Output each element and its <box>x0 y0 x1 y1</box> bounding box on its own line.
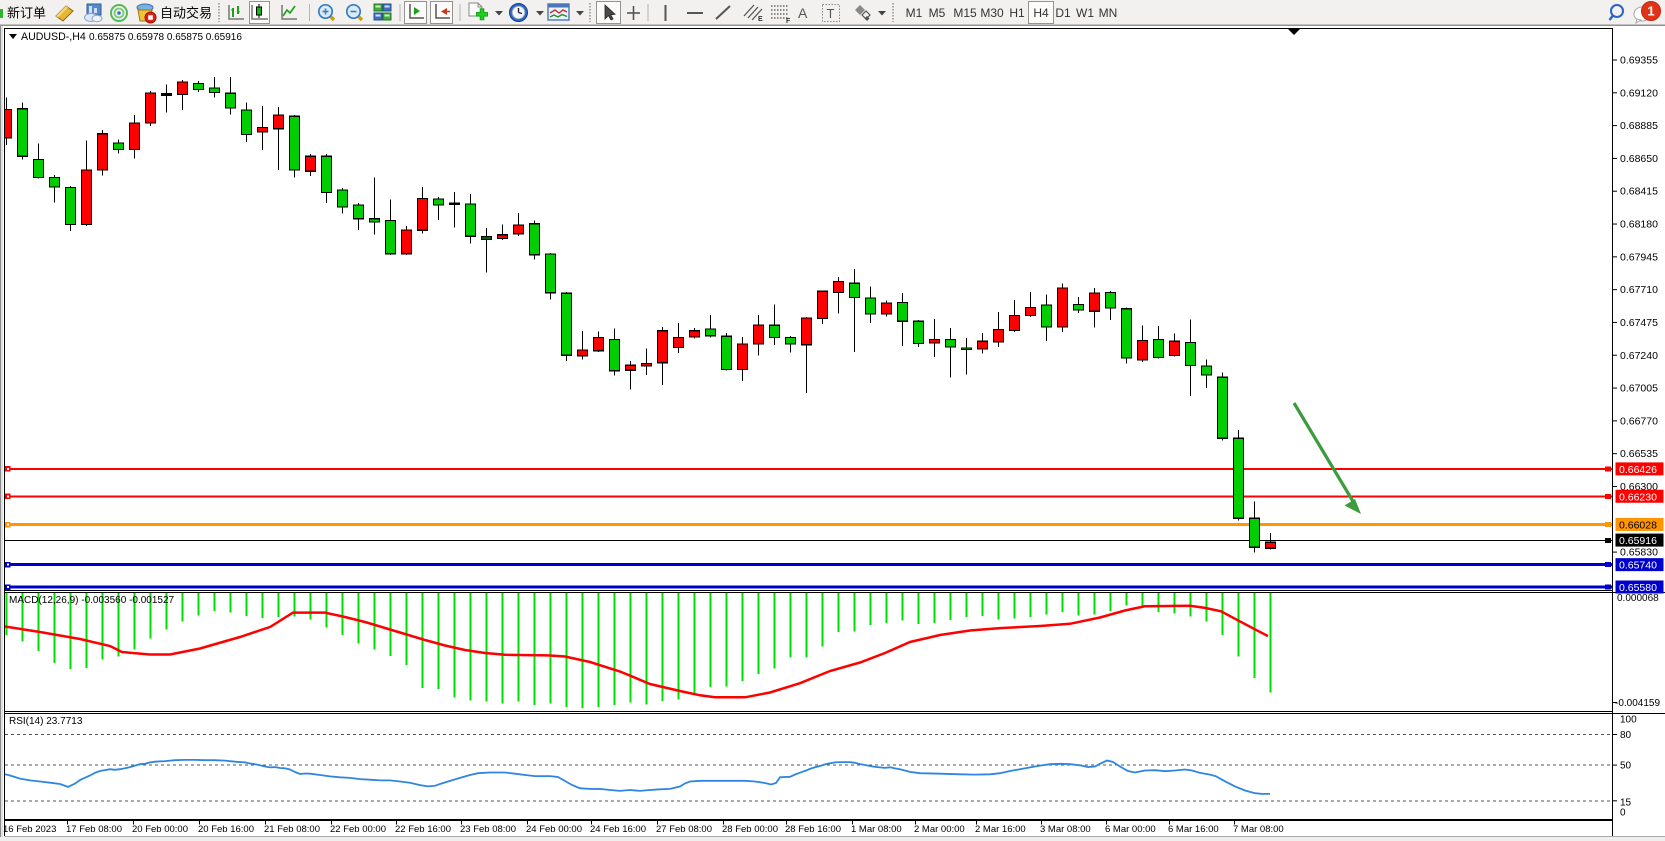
svg-text:20 Feb 16:00: 20 Feb 16:00 <box>198 824 254 835</box>
svg-text:21 Feb 08:00: 21 Feb 08:00 <box>264 824 320 835</box>
svg-text:0.67240: 0.67240 <box>1620 350 1658 362</box>
svg-text:2 Mar 16:00: 2 Mar 16:00 <box>975 824 1026 835</box>
svg-text:新订单: 新订单 <box>7 6 46 21</box>
svg-text:100: 100 <box>1620 715 1637 726</box>
svg-text:0.66426: 0.66426 <box>1619 464 1657 476</box>
svg-text:28 Feb 00:00: 28 Feb 00:00 <box>722 824 778 835</box>
svg-text:T: T <box>827 6 835 21</box>
svg-text:0.68180: 0.68180 <box>1620 219 1658 231</box>
svg-text:17 Feb 08:00: 17 Feb 08:00 <box>66 824 122 835</box>
svg-text:6 Mar 16:00: 6 Mar 16:00 <box>1168 824 1219 835</box>
svg-text:0.68885: 0.68885 <box>1620 120 1658 132</box>
svg-text:7 Mar 08:00: 7 Mar 08:00 <box>1233 824 1284 835</box>
svg-text:23 Feb 08:00: 23 Feb 08:00 <box>460 824 516 835</box>
svg-text:0.67005: 0.67005 <box>1620 383 1658 395</box>
svg-text:0.000068: 0.000068 <box>1617 593 1659 604</box>
svg-text:F: F <box>786 18 791 25</box>
svg-text:0.66028: 0.66028 <box>1619 519 1657 531</box>
svg-text:24 Feb 00:00: 24 Feb 00:00 <box>526 824 582 835</box>
svg-text:15: 15 <box>1620 798 1632 809</box>
svg-text:M1: M1 <box>906 6 923 20</box>
svg-text:0.67710: 0.67710 <box>1620 284 1658 296</box>
svg-text:0.69120: 0.69120 <box>1620 87 1658 99</box>
svg-text:H4: H4 <box>1033 6 1049 20</box>
svg-text:22 Feb 00:00: 22 Feb 00:00 <box>330 824 386 835</box>
svg-text:M30: M30 <box>980 6 1004 20</box>
svg-text:0.65740: 0.65740 <box>1619 560 1657 572</box>
svg-text:3 Mar 08:00: 3 Mar 08:00 <box>1040 824 1091 835</box>
svg-text:M15: M15 <box>953 6 977 20</box>
svg-text:27 Feb 08:00: 27 Feb 08:00 <box>656 824 712 835</box>
svg-text:W1: W1 <box>1076 6 1094 20</box>
svg-text:0.65875 0.65978 0.65875 0.6591: 0.65875 0.65978 0.65875 0.65916 <box>89 32 242 43</box>
svg-text:0.65916: 0.65916 <box>1619 535 1657 547</box>
svg-text:0.66770: 0.66770 <box>1620 415 1658 427</box>
svg-text:0.66230: 0.66230 <box>1619 491 1657 503</box>
svg-text:1: 1 <box>1647 4 1654 19</box>
svg-text:6 Mar 00:00: 6 Mar 00:00 <box>1105 824 1156 835</box>
svg-text:MACD(12,26,9) -0.003560 -0.001: MACD(12,26,9) -0.003560 -0.001527 <box>9 595 175 606</box>
svg-text:A: A <box>798 5 808 21</box>
svg-text:H1: H1 <box>1009 6 1025 20</box>
svg-text:1 Mar 08:00: 1 Mar 08:00 <box>851 824 902 835</box>
svg-text:80: 80 <box>1620 730 1632 741</box>
svg-text:0.65830: 0.65830 <box>1620 547 1658 559</box>
svg-text:28 Feb 16:00: 28 Feb 16:00 <box>785 824 841 835</box>
svg-text:0.67945: 0.67945 <box>1620 251 1658 263</box>
svg-text:0.66535: 0.66535 <box>1620 448 1658 460</box>
svg-text:M5: M5 <box>929 6 946 20</box>
svg-text:0.68650: 0.68650 <box>1620 153 1658 165</box>
svg-text:-0.004159: -0.004159 <box>1615 698 1660 709</box>
svg-text:24 Feb 16:00: 24 Feb 16:00 <box>590 824 646 835</box>
svg-text:自动交易: 自动交易 <box>160 6 212 21</box>
svg-text:2 Mar 00:00: 2 Mar 00:00 <box>914 824 965 835</box>
svg-text:AUDUSD-,H4: AUDUSD-,H4 <box>21 31 86 43</box>
svg-text:D1: D1 <box>1055 6 1071 20</box>
svg-text:22 Feb 16:00: 22 Feb 16:00 <box>395 824 451 835</box>
svg-text:0.68415: 0.68415 <box>1620 186 1658 198</box>
svg-text:0.67475: 0.67475 <box>1620 317 1658 329</box>
svg-text:RSI(14) 23.7713: RSI(14) 23.7713 <box>9 716 83 727</box>
svg-text:50: 50 <box>1620 761 1632 772</box>
svg-text:20 Feb 00:00: 20 Feb 00:00 <box>132 824 188 835</box>
svg-text:0.65580: 0.65580 <box>1619 582 1657 594</box>
svg-text:16 Feb 2023: 16 Feb 2023 <box>3 824 56 835</box>
svg-text:0.69355: 0.69355 <box>1620 55 1658 67</box>
svg-text:0: 0 <box>1620 808 1626 819</box>
svg-text:E: E <box>758 16 763 23</box>
svg-text:MN: MN <box>1099 6 1118 20</box>
